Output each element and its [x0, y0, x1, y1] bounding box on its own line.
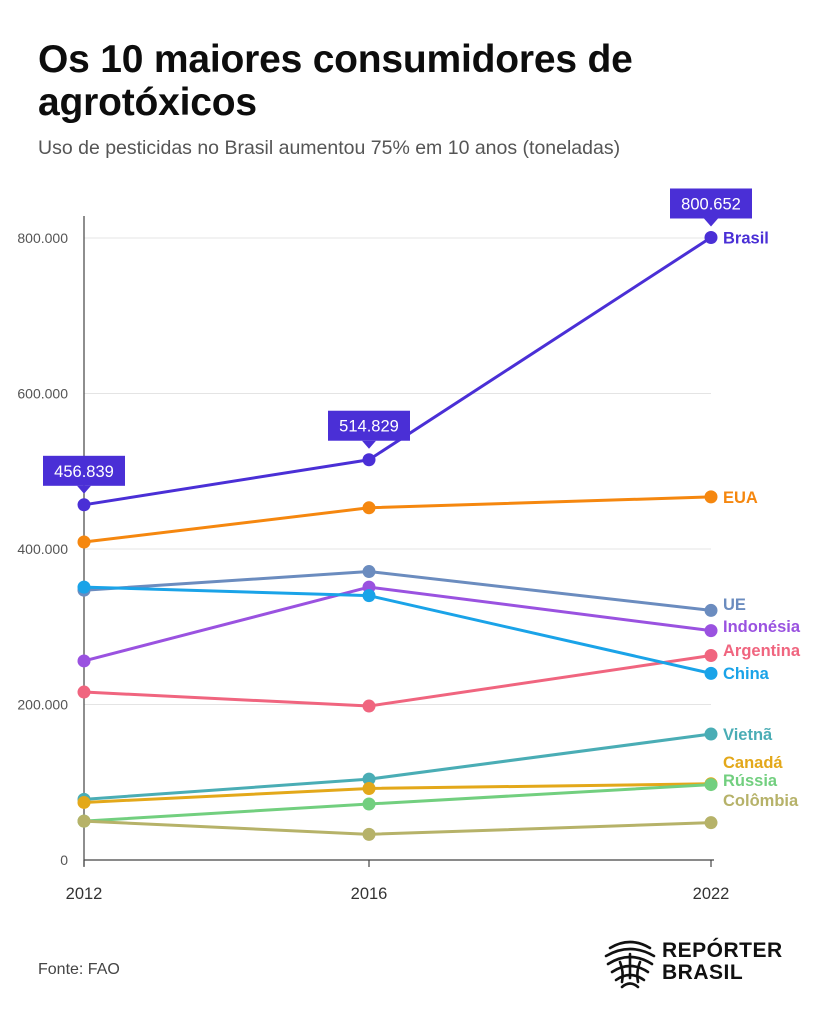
series-line-eua	[83, 495, 712, 544]
callout-box	[670, 188, 752, 219]
data-point-colombia	[77, 814, 91, 828]
data-point-argentina	[704, 649, 718, 663]
callout-box	[328, 410, 410, 441]
series-label-argentina: Argentina	[723, 642, 801, 660]
callout-label: 514.829	[339, 418, 399, 436]
logo-line-2: BRASIL	[662, 961, 744, 984]
series-line-russia	[83, 783, 712, 823]
data-point-china	[77, 580, 91, 594]
logo-line-1: REPÓRTER	[662, 939, 783, 962]
data-point-china	[362, 589, 376, 603]
data-point-ue	[362, 565, 376, 579]
data-point-indonesia	[77, 654, 91, 668]
x-tick-label: 2012	[66, 885, 103, 903]
data-point-ue	[704, 603, 718, 617]
series-label-brasil: Brasil	[723, 229, 769, 247]
data-point-argentina	[362, 699, 376, 713]
data-point-vietna	[362, 772, 376, 786]
source-note: Fonte: FAO	[38, 961, 120, 978]
series-line-brasil	[83, 236, 712, 507]
y-tick-label: 600.000	[17, 386, 68, 402]
x-tick-label: 2022	[693, 885, 730, 903]
series-label-colombia: Colômbia	[723, 792, 799, 810]
data-point-argentina	[77, 685, 91, 699]
callout-pointer	[77, 485, 91, 494]
series-label-indonesia: Indonésia	[723, 618, 801, 636]
data-point-colombia	[704, 816, 718, 830]
series-label-russia: Rússia	[723, 772, 778, 790]
data-point-brasil	[704, 230, 718, 244]
reporter-brasil-logo: REPÓRTER BRASIL	[602, 934, 792, 994]
data-point-eua	[362, 501, 376, 515]
series-line-indonesia	[83, 585, 712, 663]
data-point-vietna	[704, 727, 718, 741]
callout-label: 456.839	[54, 463, 114, 481]
callout-label: 800.652	[681, 195, 741, 213]
x-tick-label: 2016	[351, 885, 388, 903]
y-tick-label: 400.000	[17, 541, 68, 557]
data-point-canada	[77, 795, 91, 809]
callout-box	[43, 455, 125, 486]
data-point-russia	[704, 778, 718, 792]
data-point-eua	[77, 535, 91, 549]
series-label-china: China	[723, 665, 770, 683]
data-point-russia	[362, 797, 376, 811]
callout-pointer	[362, 440, 376, 449]
data-point-indonesia	[704, 624, 718, 638]
data-point-china	[704, 666, 718, 680]
data-point-canada	[362, 781, 376, 795]
y-tick-label: 200.000	[17, 697, 68, 713]
y-tick-label: 800.000	[17, 230, 68, 246]
data-point-colombia	[362, 827, 376, 841]
series-line-argentina	[83, 654, 712, 708]
data-point-brasil	[362, 453, 376, 467]
series-label-ue: UE	[723, 596, 746, 614]
series-label-eua: EUA	[723, 489, 758, 507]
callout-pointer	[704, 218, 718, 227]
series-label-vietna: Vietnã	[723, 726, 773, 744]
logo-fingerprint-icon	[604, 940, 656, 989]
y-tick-label: 0	[60, 852, 68, 868]
data-point-eua	[704, 490, 718, 504]
chart-title: Os 10 maiores consumidores de agrotóxico…	[38, 38, 633, 124]
data-point-brasil	[77, 498, 91, 512]
series-label-canada: Canadá	[723, 754, 783, 772]
chart-subtitle: Uso de pesticidas no Brasil aumentou 75%…	[38, 137, 621, 159]
series-line-colombia	[83, 819, 712, 836]
